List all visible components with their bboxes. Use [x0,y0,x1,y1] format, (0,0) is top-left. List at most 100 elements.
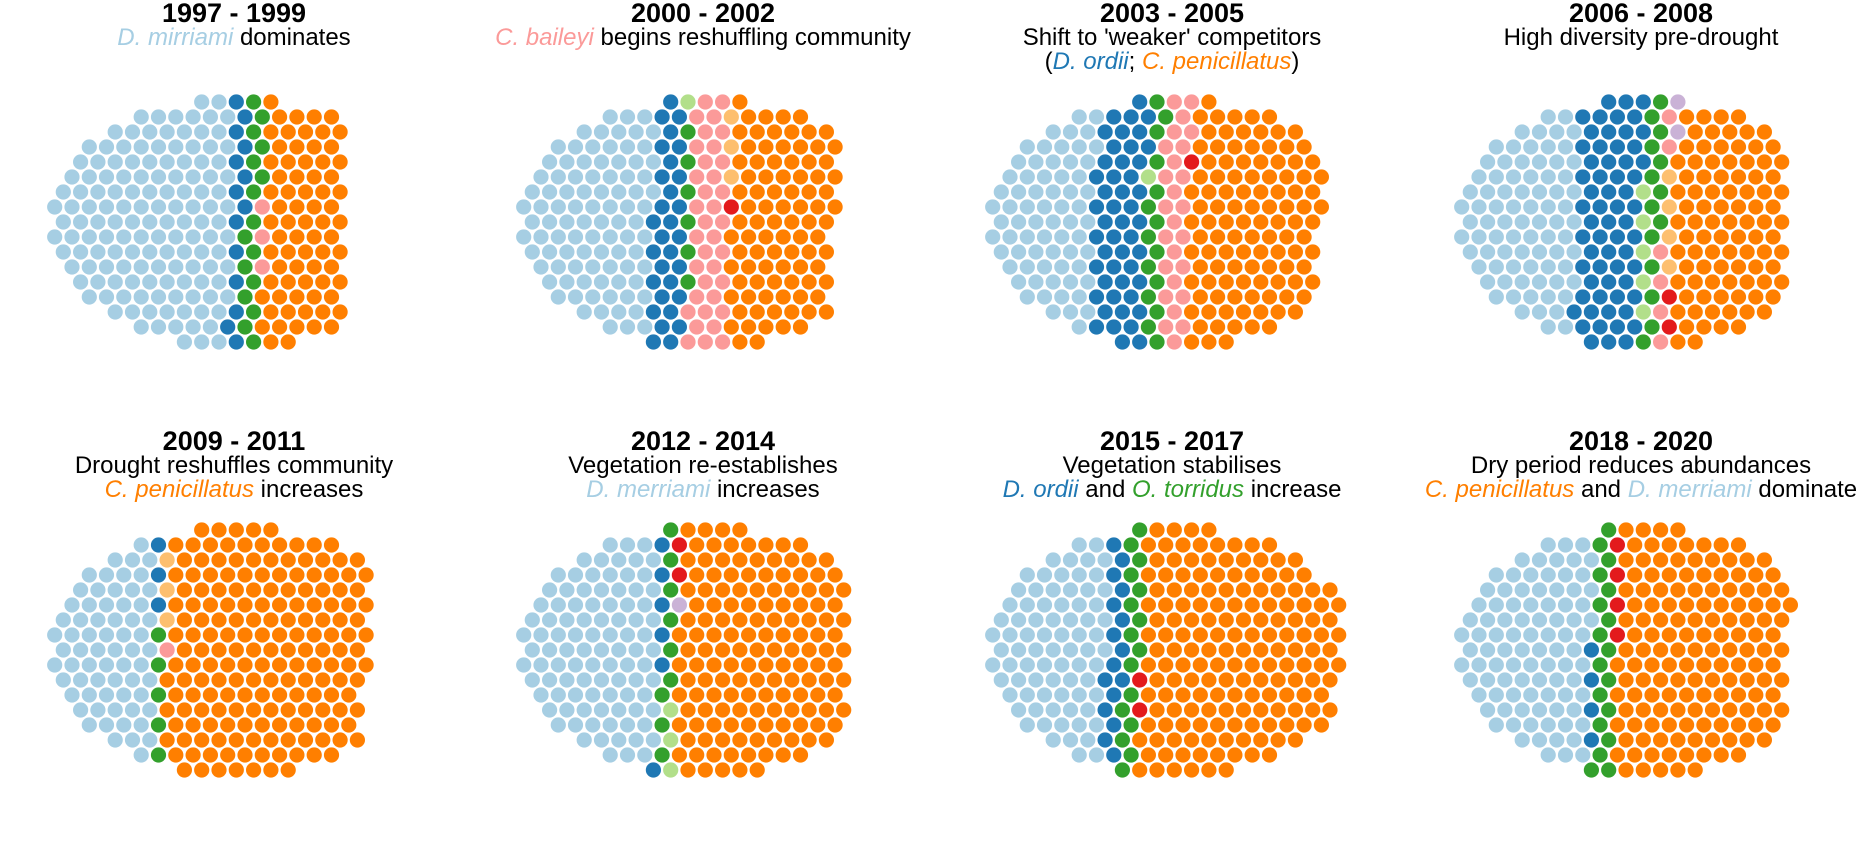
individual-dot-c-penicillatus [1201,214,1217,230]
individual-dot-c-penicillatus [680,732,696,748]
individual-dot-o-torridus [1114,762,1130,778]
species-name-d-ordii: D. ordii [1002,476,1079,503]
individual-dot-c-penicillatus [1618,582,1634,598]
individual-dot-d-merriami [1557,567,1574,583]
individual-dot-o-torridus [246,214,262,230]
individual-dot-c-penicillatus [237,537,253,553]
individual-dot-c-penicillatus [323,139,340,155]
individual-dot-c-penicillatus [315,702,331,718]
individual-dot-c-penicillatus [168,717,184,733]
individual-dot-c-penicillatus [1218,732,1234,748]
individual-dot-c-penicillatus [1704,552,1721,568]
individual-dot-d-merriami [593,124,610,140]
individual-dot-d-ordii [1601,154,1617,170]
individual-dot-c-penicillatus [715,702,731,718]
individual-dot-c-penicillatus [1166,582,1182,598]
individual-dot-d-merriami [593,612,610,628]
individual-dot-d-merriami [1454,199,1470,215]
individual-dot-c-penicillatus [1687,642,1703,658]
individual-dot-d-merriami [1462,642,1478,658]
individual-dot-c-penicillatus [732,184,748,200]
panel-1: 1997 - 1999 D. mirriami dominates [0,0,468,428]
individual-dot-d-merriami [567,289,584,305]
individual-dot-d-merriami [542,582,558,598]
individual-dot-c-penicillatus [1670,274,1686,290]
individual-dot-c-penicillatus [1704,274,1721,290]
individual-dot-d-merriami [576,184,592,200]
individual-dot-d-merriami [611,154,627,170]
individual-dot-c-penicillatus [749,732,765,748]
individual-dot-o-torridus [1592,687,1608,703]
individual-dot-c-penicillatus [349,642,365,658]
individual-dot-c-penicillatus [220,627,236,643]
individual-dot-c-penicillatus [228,642,244,658]
individual-dot-d-merriami [628,582,644,598]
individual-dot-c-penicillatus [306,717,322,733]
individual-dot-d-merriami [220,289,236,305]
individual-dot-c-penicillatus [1287,124,1303,140]
individual-dot-d-merriami [1497,184,1513,200]
individual-dot-d-merriami [1028,642,1044,658]
individual-dot-d-merriami [1036,259,1053,275]
individual-dot-d-ordii [1140,139,1156,155]
individual-dot-c-penicillatus [1227,747,1243,763]
individual-dot-c-penicillatus [732,552,748,568]
individual-dot-c-penicillatus [323,717,340,733]
individual-dot-c-penicillatus [1227,567,1243,583]
individual-dot-d-merriami [1036,717,1053,733]
individual-dot-c-penicillatus [1287,552,1303,568]
individual-dot-d-ordii [663,244,679,260]
individual-dot-c-penicillatus [732,702,748,718]
individual-dot-c-baileyi [689,259,705,275]
individual-dot-d-merriami [1480,612,1496,628]
individual-dot-d-merriami [516,199,532,215]
individual-dot-o-torridus [1601,702,1617,718]
individual-dot-d-merriami [1454,627,1470,643]
individual-dot-d-merriami [1071,109,1087,125]
individual-dot-d-merriami [1054,259,1070,275]
individual-dot-d-merriami [142,732,158,748]
individual-dot-c-penicillatus [349,612,365,628]
individual-dot-d-merriami [98,139,115,155]
individual-dot-c-penicillatus [766,124,783,140]
individual-dot-c-penicillatus [194,672,210,688]
individual-dot-d-merriami [1454,657,1470,673]
panel-title: 2018 - 2020 [1568,426,1714,456]
individual-dot-d-merriami [220,199,236,215]
individual-dot-o-torridus [654,717,670,733]
individual-dot-d-merriami [1062,154,1079,170]
individual-dot-d-merriami [1549,274,1565,290]
individual-dot-o-torridus [254,109,270,125]
individual-dot-d-merriami [593,244,610,260]
individual-dot-d-merriami [107,214,123,230]
individual-dot-d-merriami [533,229,549,245]
individual-dot-d-ordii [1097,154,1113,170]
individual-dot-c-penicillatus [1627,747,1643,763]
individual-dot-c-penicillatus [818,124,834,140]
individual-dot-o-torridus [1149,334,1165,350]
individual-dot-o-torridus [680,244,696,260]
individual-dot-c-penicillatus [1305,702,1321,718]
panel-title: 1997 - 1999 [161,0,307,28]
individual-dot-d-ordii [1627,109,1643,125]
individual-dot-c-penicillatus [280,244,296,260]
individual-dot-c-penicillatus [332,304,348,320]
individual-dot-c-penicillatus [168,657,184,673]
individual-dot-c-penicillatus [323,289,340,305]
individual-dot-c-penicillatus [1644,717,1660,733]
individual-dot-d-merriami [1080,154,1096,170]
subtitle-text: dominates [233,24,351,51]
individual-dot-d-merriami [1028,184,1044,200]
individual-dot-d-merriami [1557,717,1574,733]
individual-dot-d-ordii [1088,229,1105,245]
individual-dot-d-merriami [98,289,115,305]
individual-dot-c-baileyi [1175,199,1191,215]
individual-dot-c-penicillatus [280,154,296,170]
individual-dot-d-merriami [124,732,141,748]
individual-dot-d-ordii [1123,229,1139,245]
individual-dot-d-merriami [1045,154,1061,170]
individual-dot-d-merriami [1097,582,1113,598]
individual-dot-c-penicillatus [297,702,314,718]
individual-dot-o-torridus [246,274,262,290]
individual-dot-c-penicillatus [332,124,348,140]
